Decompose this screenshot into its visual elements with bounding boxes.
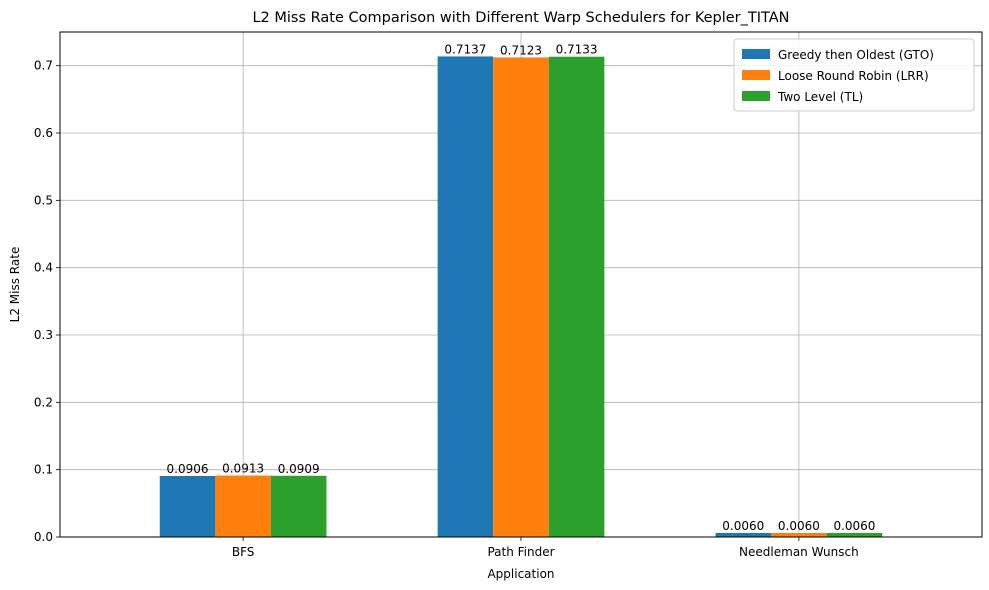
legend-entry: Loose Round Robin (LRR) xyxy=(778,69,929,83)
bar xyxy=(771,532,827,537)
y-axis-ticks: 0.0 0.1 0.2 0.3 0.4 0.5 0.6 0.7 xyxy=(34,59,60,544)
y-tick-label: 0.1 xyxy=(34,463,53,477)
bars xyxy=(159,56,883,537)
bar-value-label: 0.7137 xyxy=(444,42,486,56)
legend: Greedy then Oldest (GTO) Loose Round Robi… xyxy=(733,38,975,112)
bar xyxy=(159,475,216,537)
y-tick-label: 0.2 xyxy=(34,395,53,409)
bar xyxy=(437,56,494,537)
legend-entry: Two Level (TL) xyxy=(777,90,863,104)
y-tick-label: 0.3 xyxy=(34,328,53,342)
bar-value-label: 0.7133 xyxy=(556,43,598,57)
legend-swatch xyxy=(742,49,770,59)
bar-value-label: 0.0909 xyxy=(278,462,320,476)
bar xyxy=(715,532,772,537)
bar xyxy=(215,475,271,537)
bar-value-label: 0.0060 xyxy=(722,519,764,533)
x-axis-ticks: BFS Path Finder Needleman Wunsch xyxy=(232,537,859,559)
bar-value-label: 0.0906 xyxy=(167,462,209,476)
data-labels: 0.0906 0.7137 0.0060 0.0913 0.7123 0.0060 0.09… xyxy=(167,42,876,533)
x-tick-label: BFS xyxy=(232,545,255,559)
bar xyxy=(548,56,605,537)
bar xyxy=(493,57,549,537)
y-tick-label: 0.6 xyxy=(34,126,53,140)
y-axis-label: L2 Miss Rate xyxy=(8,247,22,323)
bar-value-label: 0.0060 xyxy=(833,519,875,533)
bar-value-label: 0.0913 xyxy=(222,462,264,476)
legend-entry: Greedy then Oldest (GTO) xyxy=(778,48,934,62)
legend-swatch xyxy=(742,70,770,80)
bar xyxy=(826,532,883,537)
y-tick-label: 0.0 xyxy=(34,530,53,544)
legend-swatch xyxy=(742,91,770,101)
x-tick-label: Path Finder xyxy=(487,545,554,559)
y-tick-label: 0.7 xyxy=(34,59,53,73)
x-axis-label: Application xyxy=(487,567,554,581)
bar-value-label: 0.7123 xyxy=(500,43,542,57)
bar-value-label: 0.0060 xyxy=(778,519,820,533)
y-tick-label: 0.4 xyxy=(34,261,53,275)
x-tick-label: Needleman Wunsch xyxy=(739,545,859,559)
legend-box xyxy=(733,38,975,112)
bar xyxy=(270,475,327,537)
chart-title: L2 Miss Rate Comparison with Different W… xyxy=(252,10,789,26)
y-tick-label: 0.5 xyxy=(34,193,53,207)
